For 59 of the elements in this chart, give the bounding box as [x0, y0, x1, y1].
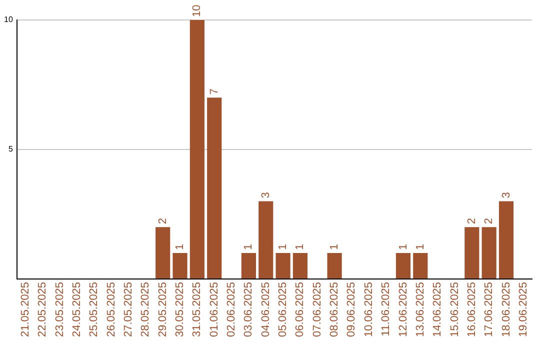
data-label: 2	[483, 218, 496, 224]
bar	[276, 253, 290, 278]
x-tick-label: 05.06.2025	[277, 282, 290, 338]
x-tick-label: 31.05.2025	[191, 282, 204, 338]
data-label: 10	[191, 4, 204, 17]
x-tick-label: 18.06.2025	[500, 282, 512, 338]
bar	[482, 227, 496, 278]
x-tick-label: 22.05.2025	[36, 282, 49, 338]
x-tick-label: 06.06.2025	[294, 282, 306, 338]
x-tick-label: 16.06.2025	[466, 282, 478, 338]
x-tick-label: 26.05.2025	[105, 282, 118, 338]
x-tick-label: 11.06.2025	[380, 282, 392, 336]
bar	[241, 253, 256, 278]
x-tick-label: 01.06.2025	[208, 282, 220, 338]
data-label: 3	[260, 192, 272, 198]
x-tick-label: 10.06.2025	[362, 282, 375, 338]
x-tick-label: 13.06.2025	[414, 282, 426, 338]
data-label: 1	[242, 244, 255, 250]
x-tick-label: 21.05.2025	[20, 282, 32, 338]
bar	[413, 253, 428, 278]
x-tick-label: 23.05.2025	[54, 282, 66, 338]
bar	[464, 227, 480, 278]
y-tick-label: 5	[8, 144, 14, 154]
bar	[207, 98, 222, 278]
data-label: 7	[208, 88, 220, 95]
data-label: 1	[174, 244, 186, 250]
x-tick-label: 25.05.2025	[88, 282, 100, 338]
x-tick-label: 27.05.2025	[122, 282, 135, 338]
bar	[258, 201, 274, 278]
bar	[156, 227, 170, 278]
x-tick-label: 14.06.2025	[432, 282, 444, 338]
data-label: 2	[466, 218, 478, 224]
x-tick-label: 12.06.2025	[397, 282, 410, 338]
x-tick-label: 29.05.2025	[156, 282, 169, 338]
x-tick-label: 02.06.2025	[226, 282, 238, 338]
x-tick-label: 15.06.2025	[448, 282, 461, 338]
bar	[172, 253, 188, 278]
data-label: 3	[500, 192, 512, 198]
data-label: 1	[414, 244, 426, 250]
x-tick-label: 17.06.2025	[483, 282, 496, 338]
data-label: 2	[156, 218, 169, 224]
data-label: 1	[328, 244, 341, 250]
data-label: 1	[294, 244, 306, 250]
x-tick-label: 24.05.2025	[71, 282, 84, 338]
x-tick-label: 08.06.2025	[328, 282, 341, 338]
x-tick-label: 03.06.2025	[242, 282, 255, 338]
x-tick-label: 09.06.2025	[346, 282, 358, 338]
data-label: 1	[397, 244, 410, 250]
data-label: 1	[277, 244, 290, 250]
x-tick-label: 19.06.2025	[517, 282, 530, 338]
x-tick-label: 07.06.2025	[311, 282, 324, 338]
x-tick-label: 28.05.2025	[140, 282, 152, 338]
bar	[190, 20, 204, 278]
x-tick-label: 30.05.2025	[174, 282, 186, 338]
bar	[292, 253, 308, 278]
bar	[498, 201, 514, 278]
bar	[396, 253, 411, 278]
x-tick-label: 04.06.2025	[260, 282, 272, 338]
bar	[327, 253, 342, 278]
